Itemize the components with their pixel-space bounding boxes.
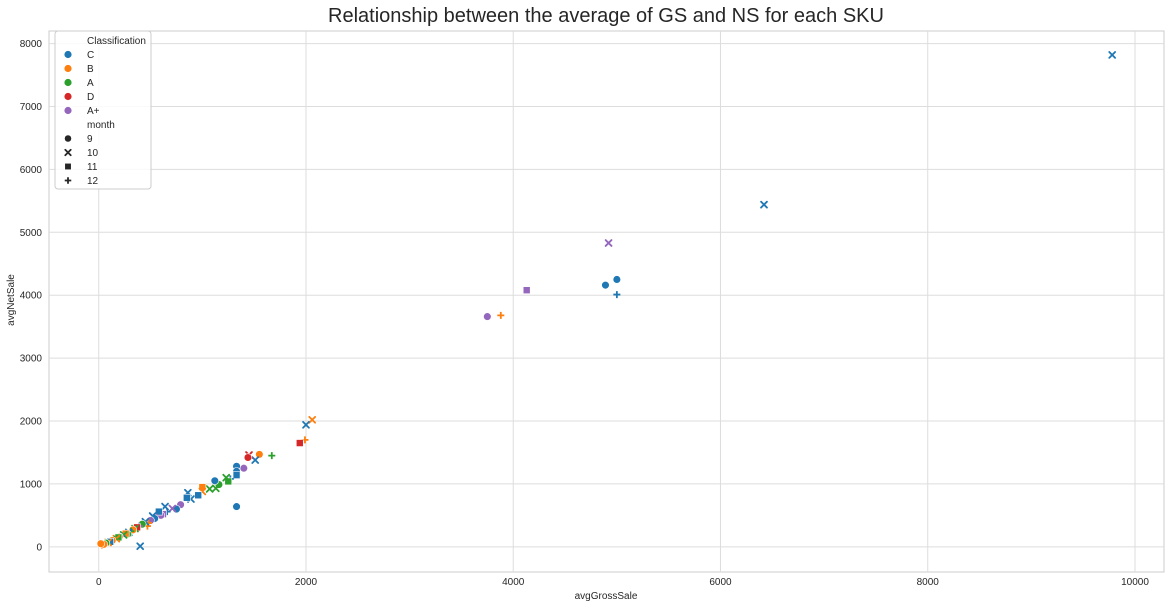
- x-tick-label: 6000: [709, 577, 732, 588]
- legend-style-marker: [64, 148, 72, 157]
- data-point: [194, 491, 203, 500]
- data-point: [161, 502, 169, 511]
- tick-labels: 0 2000 4000 6000 8000 10000 0 1000 2000 3000 4000 5…: [20, 39, 1150, 588]
- x-tick-label: 8000: [917, 577, 940, 588]
- data-point: [168, 504, 177, 513]
- legend-style-marker: [64, 134, 72, 143]
- data-point: [302, 420, 310, 429]
- legend-hue-label: C: [87, 50, 94, 61]
- data-point: [760, 200, 768, 209]
- y-axis-label: avgNetSale: [6, 274, 17, 326]
- data-point: [210, 476, 219, 485]
- y-tick-label: 8000: [20, 39, 43, 50]
- y-tick-label: 0: [36, 542, 42, 553]
- data-point: [183, 493, 191, 502]
- data-point: [295, 439, 304, 447]
- data-point: [255, 450, 264, 459]
- data-point: [205, 485, 214, 493]
- y-tick-label: 1000: [20, 479, 43, 490]
- legend-hue-label: B: [87, 64, 94, 75]
- data-points: [96, 51, 1117, 551]
- data-point: [613, 291, 621, 299]
- y-tick-label: 4000: [20, 291, 43, 302]
- legend-hue-label: A+: [87, 106, 100, 117]
- x-tick-label: 10000: [1121, 577, 1149, 588]
- x-tick-label: 0: [96, 577, 102, 588]
- data-point: [483, 312, 492, 321]
- data-point: [96, 539, 105, 548]
- legend-color-marker: [64, 50, 72, 59]
- data-point: [136, 542, 145, 551]
- data-point: [251, 456, 260, 464]
- legend-hue-title: Classification: [87, 36, 146, 47]
- data-point: [308, 415, 317, 424]
- legend-style-title: month: [87, 120, 115, 131]
- data-point: [612, 275, 622, 284]
- legend-style-marker: [64, 177, 72, 184]
- y-tick-label: 5000: [20, 228, 43, 239]
- plot-frame: [48, 30, 1165, 573]
- legend-color-marker: [64, 106, 72, 115]
- legend-color-marker: [64, 92, 72, 101]
- x-tick-label: 2000: [295, 577, 318, 588]
- data-point: [601, 280, 610, 290]
- legend-style-label: 9: [87, 134, 93, 145]
- legend-box: [54, 30, 152, 190]
- chart-title: Relationship between the average of GS a…: [328, 5, 884, 27]
- data-point: [224, 477, 233, 486]
- data-point: [1108, 51, 1117, 59]
- x-axis-label: avgGrossSale: [575, 591, 638, 602]
- data-point: [232, 502, 241, 511]
- x-tick-label: 4000: [502, 577, 525, 588]
- data-point: [155, 507, 163, 516]
- data-point: [268, 452, 276, 460]
- data-point: [222, 473, 231, 482]
- data-point: [211, 484, 220, 493]
- data-point: [239, 464, 248, 473]
- data-point: [497, 311, 505, 319]
- data-point: [604, 239, 613, 247]
- grid-lines: [49, 31, 1164, 572]
- legend-style-marker: [64, 162, 72, 171]
- data-point: [522, 286, 531, 294]
- legend-color-marker: [64, 64, 72, 73]
- legend-style-label: 12: [87, 176, 99, 187]
- legend-hue-label: A: [87, 78, 94, 89]
- legend-style-label: 10: [87, 148, 99, 159]
- y-tick-label: 7000: [20, 102, 43, 113]
- y-tick-label: 6000: [20, 165, 43, 176]
- y-tick-label: 2000: [20, 417, 43, 428]
- y-tick-label: 3000: [20, 354, 43, 365]
- data-point: [232, 471, 241, 479]
- legend-hue-label: D: [87, 92, 94, 103]
- legend-color-marker: [64, 78, 72, 87]
- legend-style-label: 11: [87, 162, 98, 173]
- data-point: [243, 453, 253, 462]
- plot-area: [48, 30, 1165, 573]
